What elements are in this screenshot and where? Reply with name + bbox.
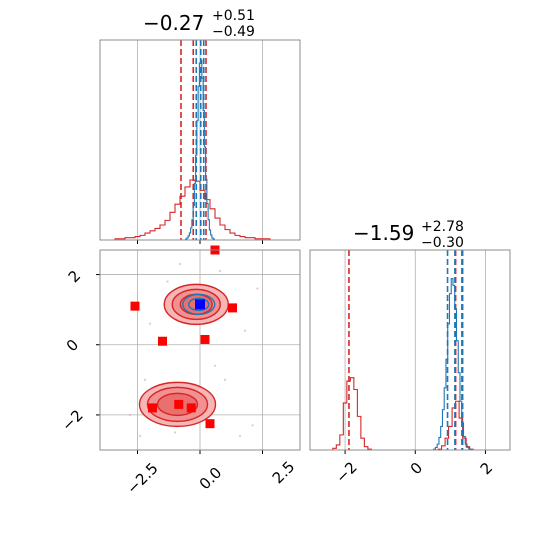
x-tick-label: 2: [477, 459, 496, 478]
sample-point: [148, 322, 152, 325]
red-scatter-marker: [205, 419, 215, 429]
red-scatter-marker: [158, 336, 167, 346]
sample-point: [218, 269, 222, 273]
title-param2: −1.59 +2.78 −0.30: [353, 219, 464, 251]
sample-point: [143, 378, 147, 382]
x-tick-labels-param2: −2 0 2: [332, 458, 496, 486]
x-tick-label: 0: [407, 459, 426, 478]
x-tick-labels-param1: −2.5 0.0 2.5: [123, 458, 298, 498]
sample-point: [173, 431, 177, 434]
title-param1-minus: −0.49: [212, 24, 255, 40]
x-tick-label: 2.5: [269, 458, 299, 488]
sample-point: [138, 434, 142, 438]
x-tick-label: −2: [332, 458, 360, 486]
red-scatter-marker: [130, 301, 140, 311]
histogram-panel-param2: [309, 249, 511, 454]
title-param1-plus: +0.51: [212, 8, 255, 24]
title-param2-main: −1.59: [353, 221, 414, 245]
sample-point: [243, 329, 247, 332]
sample-point: [251, 424, 254, 427]
blue-histogram-line: [433, 278, 472, 450]
y-tick-label: 0: [63, 336, 82, 355]
y-tick-label: −2: [58, 406, 86, 434]
panel-frame: [309, 249, 511, 451]
histogram-panel-param1: [99, 39, 301, 244]
sample-point: [178, 262, 182, 266]
scatter-contour-panel: [96, 245, 301, 454]
red-histogram-line: [110, 179, 275, 241]
red-scatter-marker: [200, 334, 210, 344]
red-scatter-marker: [174, 399, 184, 409]
red-scatter-marker: [148, 403, 157, 413]
title-param1-main: −0.27: [143, 11, 204, 35]
sample-point: [256, 287, 259, 290]
sample-point: [213, 364, 217, 367]
sample-point: [166, 280, 169, 283]
red-scatter-marker: [186, 403, 196, 413]
sample-point: [238, 434, 242, 438]
y-tick-label: 2: [65, 267, 84, 286]
sample-point: [128, 413, 132, 417]
blue-contour: [182, 293, 216, 316]
blue-contour: [188, 297, 210, 312]
x-tick-label: −2.5: [123, 459, 161, 497]
y-tick-labels-param2: 2 0 −2: [58, 267, 86, 435]
red-scatter-marker: [228, 303, 237, 313]
sample-point: [223, 378, 227, 382]
title-param2-plus: +2.78: [421, 219, 464, 235]
panel-frame: [99, 249, 301, 451]
title-param2-minus: −0.30: [421, 235, 464, 251]
panel-frame: [99, 39, 301, 241]
x-tick-label: 0.0: [196, 464, 226, 494]
title-param1: −0.27 +0.51 −0.49: [143, 8, 255, 40]
blue-scatter-marker: [195, 299, 205, 310]
